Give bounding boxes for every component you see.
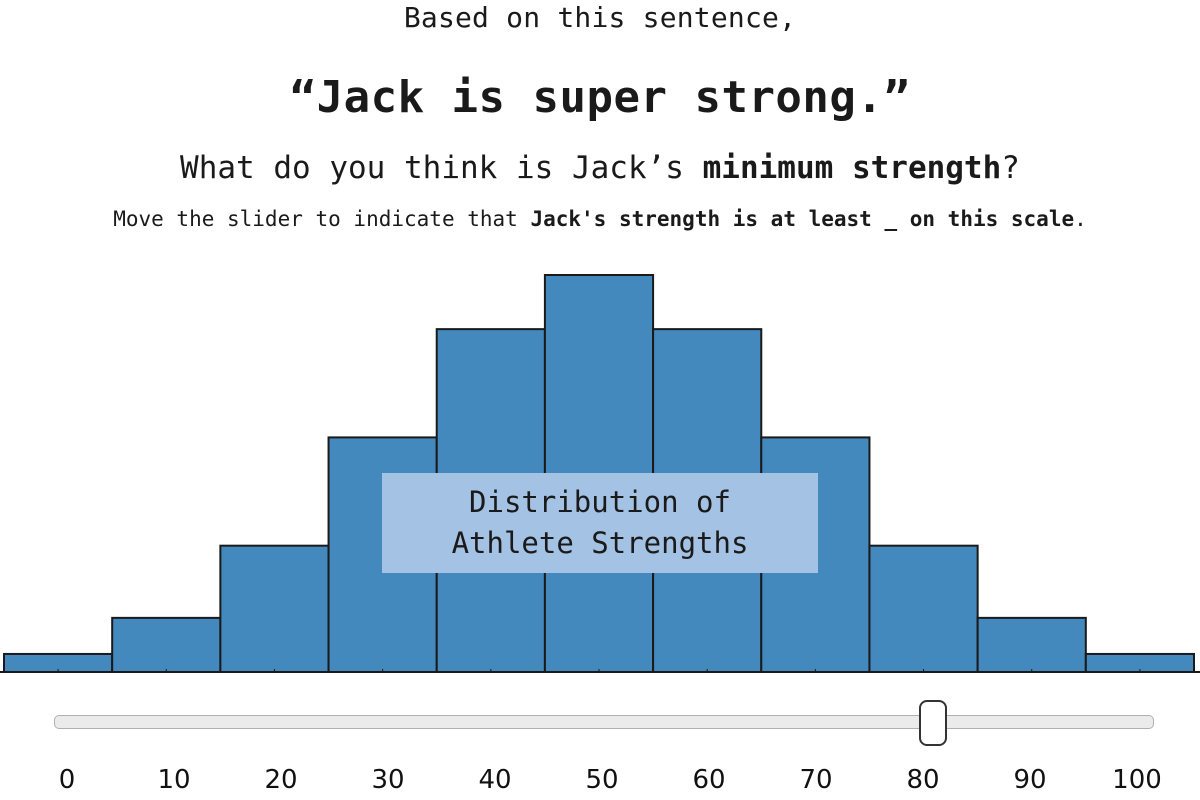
scale-label-90: 90: [1013, 765, 1047, 795]
strength-distribution-chart: [0, 274, 1200, 674]
instruction-suffix: .: [1074, 207, 1087, 231]
scale-label-20: 20: [264, 765, 298, 795]
instruction-prefix: Move the slider to indicate that: [113, 207, 531, 231]
chart-title: Distribution of Athlete Strengths: [451, 485, 749, 560]
histogram-bar-80: [868, 544, 979, 674]
question-text: What do you think is Jack’s minimum stre…: [0, 148, 1200, 188]
question-suffix: ?: [1001, 150, 1020, 186]
question-emphasis: minimum strength: [702, 150, 1002, 186]
scale-label-70: 70: [799, 765, 833, 795]
scale-label-60: 60: [692, 765, 726, 795]
histogram-bar-20: [219, 544, 330, 674]
histogram-bar-10: [111, 616, 222, 674]
scale-label-50: 50: [585, 765, 619, 795]
scale-label-40: 40: [478, 765, 512, 795]
chart-ticks: [3, 669, 1195, 672]
chart-title-box: Distribution of Athlete Strengths: [382, 473, 818, 573]
question-prefix: What do you think is Jack’s: [180, 150, 703, 186]
scale-label-10: 10: [157, 765, 191, 795]
slider-thumb[interactable]: [919, 700, 947, 746]
slider-track[interactable]: [54, 715, 1154, 729]
instruction-text: Move the slider to indicate that Jack's …: [0, 205, 1200, 233]
intro-text: Based on this sentence,: [403, 1, 797, 34]
scale-label-80: 80: [906, 765, 940, 795]
slider-scale-labels: 0 10 20 30 40 50 60 70 80 90 100: [0, 760, 1200, 800]
instruction-emphasis: Jack's strength is at least _ on this sc…: [530, 207, 1075, 231]
target-sentence: “Jack is super strong.”: [289, 72, 911, 123]
scale-label-0: 0: [58, 765, 76, 795]
histogram-bar-90: [976, 616, 1087, 674]
scale-label-30: 30: [371, 765, 405, 795]
scale-label-100: 100: [1112, 765, 1162, 795]
strength-slider[interactable]: [54, 698, 1154, 748]
